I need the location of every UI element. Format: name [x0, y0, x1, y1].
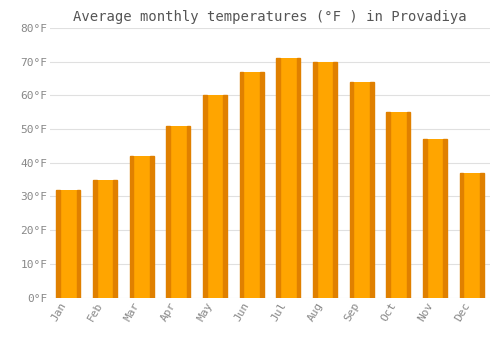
Bar: [406, 112, 410, 298]
Bar: [480, 173, 484, 298]
Bar: [386, 112, 390, 298]
Bar: [93, 180, 96, 298]
Bar: [313, 62, 316, 298]
Bar: [130, 156, 154, 298]
Bar: [240, 72, 264, 298]
Bar: [423, 139, 426, 298]
Bar: [150, 156, 154, 298]
Bar: [203, 95, 227, 298]
Bar: [276, 58, 280, 298]
Bar: [296, 58, 300, 298]
Bar: [240, 72, 244, 298]
Bar: [130, 156, 134, 298]
Bar: [350, 82, 354, 298]
Bar: [460, 173, 483, 298]
Bar: [56, 190, 80, 298]
Bar: [334, 62, 337, 298]
Bar: [386, 112, 410, 298]
Bar: [350, 82, 374, 298]
Title: Average monthly temperatures (°F ) in Provadiya: Average monthly temperatures (°F ) in Pr…: [73, 10, 467, 24]
Bar: [276, 58, 300, 298]
Bar: [224, 95, 227, 298]
Bar: [370, 82, 374, 298]
Bar: [444, 139, 447, 298]
Bar: [166, 126, 170, 298]
Bar: [186, 126, 190, 298]
Bar: [260, 72, 264, 298]
Bar: [313, 62, 337, 298]
Bar: [93, 180, 117, 298]
Bar: [203, 95, 206, 298]
Bar: [460, 173, 464, 298]
Bar: [423, 139, 447, 298]
Bar: [114, 180, 117, 298]
Bar: [56, 190, 60, 298]
Bar: [166, 126, 190, 298]
Bar: [76, 190, 80, 298]
